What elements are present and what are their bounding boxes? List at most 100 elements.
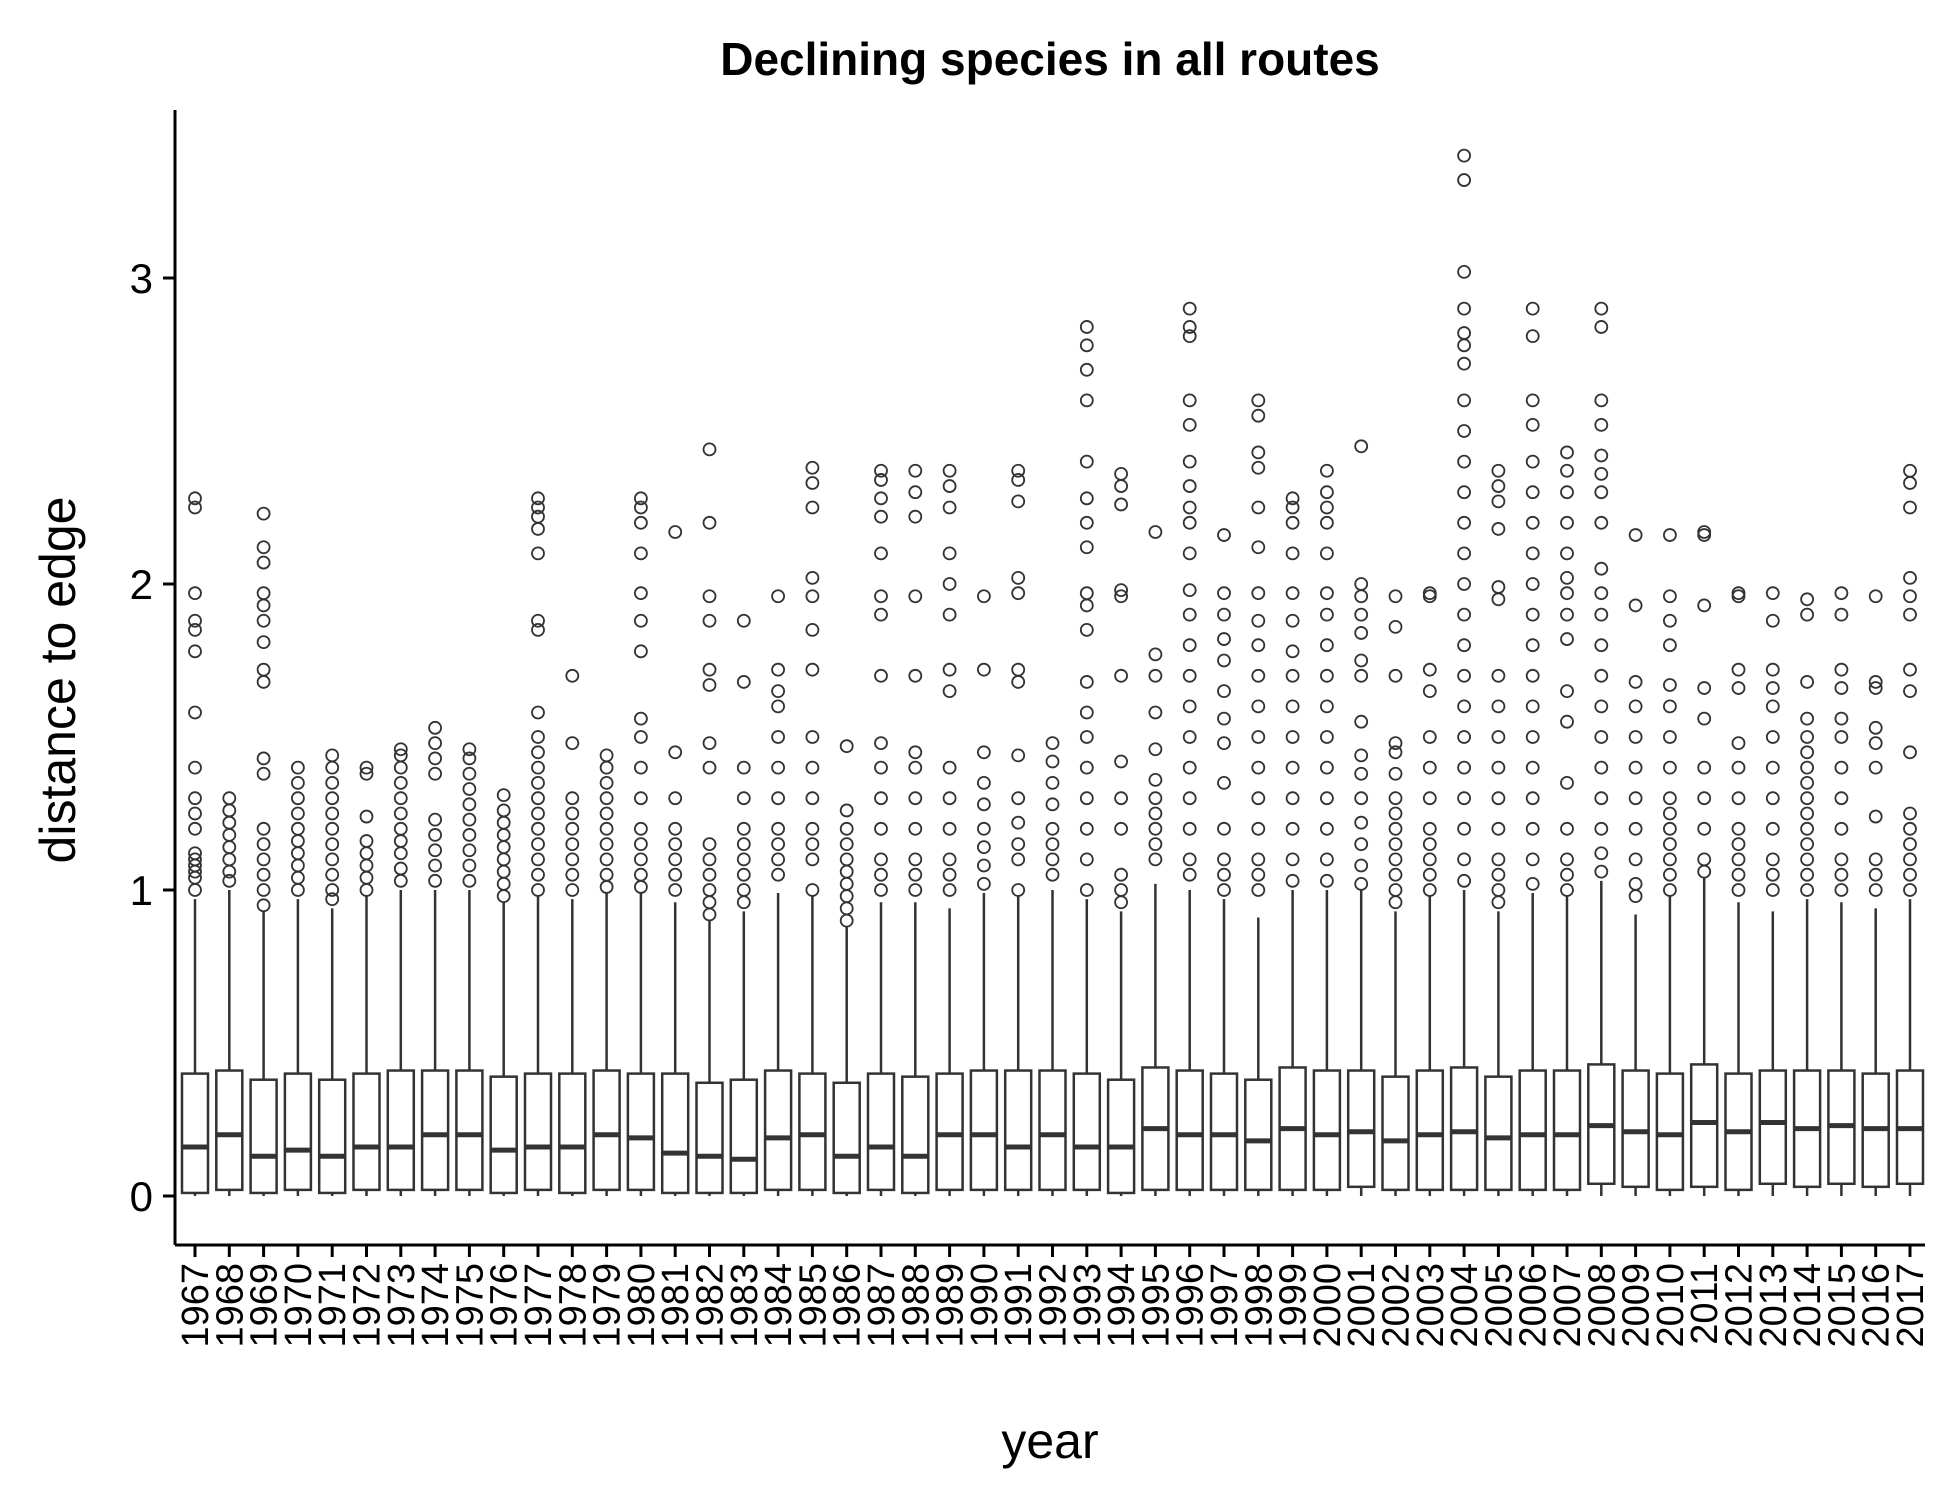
outlier-point	[1182, 454, 1197, 469]
x-tick-label: 1974	[415, 1263, 457, 1348]
outlier-point	[1560, 586, 1574, 601]
outlier-point	[702, 662, 717, 677]
box-1992	[1038, 736, 1067, 1196]
outlier-point	[634, 791, 648, 806]
outlier-point	[462, 828, 477, 842]
box-1975	[455, 742, 484, 1196]
box-iqr	[1072, 1072, 1102, 1192]
outlier-point	[736, 837, 751, 851]
outlier-point	[702, 515, 717, 530]
outlier-point	[393, 861, 408, 876]
outlier-point	[1148, 806, 1163, 821]
outlier-point	[1800, 883, 1814, 897]
outlier-point	[188, 760, 202, 775]
outlier-point	[1457, 699, 1471, 714]
outlier-point	[1697, 821, 1712, 836]
outlier-point	[1079, 598, 1094, 613]
outlier-point	[1903, 852, 1917, 867]
outlier-point	[1457, 338, 1471, 353]
outlier-point	[1834, 821, 1849, 836]
outlier-point	[668, 745, 683, 760]
outlier-point	[1663, 837, 1677, 851]
outlier-point	[1457, 760, 1471, 775]
outlier-point	[1251, 883, 1266, 897]
outlier-point	[1594, 846, 1609, 861]
box-2001	[1346, 439, 1376, 1196]
outlier-point	[668, 525, 683, 539]
outlier-point	[1594, 699, 1609, 714]
outlier-point	[1868, 809, 1883, 824]
outlier-point	[188, 821, 202, 836]
outlier-point	[942, 791, 957, 806]
outlier-point	[1114, 791, 1128, 806]
outlier-point	[1663, 821, 1677, 836]
box-1976	[489, 788, 518, 1196]
outlier-point	[874, 546, 888, 561]
outlier-point	[1457, 173, 1471, 187]
outlier-point	[942, 760, 957, 775]
outlier-point	[462, 873, 477, 888]
outlier-point	[1011, 473, 1026, 487]
outlier-point	[1457, 515, 1471, 530]
outlier-point	[1354, 748, 1369, 763]
outlier-point	[1663, 699, 1677, 714]
outlier-point	[188, 586, 202, 601]
outlier-point	[771, 662, 785, 677]
outlier-point	[1217, 711, 1231, 726]
outlier-point	[1731, 867, 1746, 882]
box-iqr	[866, 1072, 896, 1192]
outlier-point	[942, 852, 957, 867]
outlier-point	[1800, 730, 1814, 744]
outlier-point	[1354, 837, 1369, 851]
outlier-point	[1800, 852, 1814, 867]
outlier-point	[1800, 821, 1814, 836]
outlier-point	[1457, 638, 1471, 653]
outlier-point	[736, 675, 751, 689]
outlier-point	[942, 883, 957, 897]
box-2000	[1312, 463, 1342, 1196]
outlier-point	[942, 867, 957, 882]
box-iqr	[935, 1072, 964, 1192]
outlier-point	[1251, 408, 1266, 423]
outlier-point	[736, 791, 751, 806]
outlier-point	[1422, 730, 1437, 744]
outlier-point	[1285, 791, 1300, 806]
outlier-point	[1834, 852, 1849, 867]
outlier-point	[1765, 730, 1780, 744]
outlier-point	[1114, 895, 1128, 910]
outlier-point	[1148, 837, 1163, 851]
box-iqr	[1209, 1072, 1239, 1192]
outlier-point	[1182, 852, 1197, 867]
outlier-point	[565, 837, 580, 851]
outlier-point	[428, 766, 443, 781]
outlier-point	[325, 837, 340, 851]
outlier-point	[565, 791, 580, 806]
outlier-point	[1320, 852, 1334, 867]
x-tick-label: 1996	[1170, 1263, 1212, 1348]
outlier-point	[1217, 632, 1231, 646]
outlier-point	[359, 883, 374, 897]
outlier-point	[1457, 301, 1471, 316]
outlier-point	[702, 867, 717, 882]
outlier-point	[1079, 883, 1094, 897]
outlier-point	[1834, 791, 1849, 806]
outlier-point	[256, 540, 271, 555]
outlier-point	[805, 476, 820, 490]
outlier-point	[702, 852, 717, 867]
outlier-point	[1182, 668, 1197, 683]
outlier-point	[1354, 858, 1369, 873]
outlier-point	[531, 760, 545, 775]
outlier-point	[771, 837, 785, 851]
outlier-point	[1320, 791, 1334, 806]
outlier-point	[1903, 463, 1917, 478]
outlier-point	[1422, 852, 1437, 867]
outlier-point	[1320, 463, 1334, 478]
outlier-point	[1011, 791, 1026, 806]
x-tick-label: 2001	[1341, 1263, 1383, 1348]
outlier-point	[428, 720, 443, 735]
outlier-point	[1868, 675, 1883, 689]
outlier-point	[634, 867, 648, 882]
outlier-point	[222, 815, 237, 830]
outlier-point	[1045, 867, 1060, 882]
outlier-point	[1697, 525, 1712, 539]
